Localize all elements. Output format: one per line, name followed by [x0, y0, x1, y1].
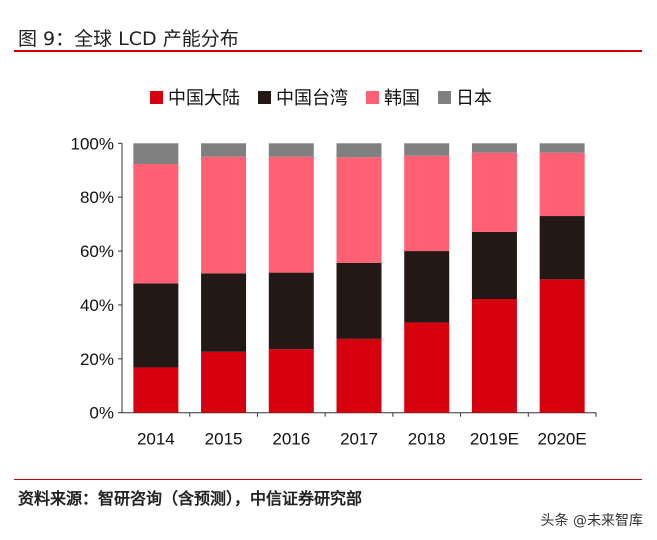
bar-segment: [268, 272, 314, 350]
x-tick-label: 2017: [340, 430, 378, 449]
bar-segment: [471, 299, 517, 413]
bar-segment: [404, 143, 450, 156]
legend-item: 中国大陆: [150, 84, 240, 110]
bar-segment: [336, 157, 382, 263]
bar-segment: [404, 155, 450, 252]
figure-title: 图 9：全球 LCD 产能分布: [18, 28, 239, 50]
x-tick-label: 2016: [272, 430, 310, 449]
legend-swatch: [438, 90, 451, 104]
bar-segment: [539, 216, 585, 280]
bar-segment: [133, 164, 179, 284]
y-tick-label: 80%: [80, 188, 114, 207]
x-tick-label: 2015: [205, 430, 243, 449]
bar-segment: [133, 143, 179, 165]
x-tick-label: 2014: [137, 430, 175, 449]
legend: 中国大陆 中国台湾 韩国 日本: [150, 84, 492, 110]
bar-segment: [336, 338, 382, 413]
legend-item: 中国台湾: [258, 84, 348, 110]
stacked-bar-chart: 0% 20% 40% 60% 80% 100% 2014 2015 2016 2017 2018 20…: [71, 134, 597, 449]
bar-segment: [471, 143, 517, 153]
bar-segment: [539, 279, 585, 413]
bar-segment: [404, 322, 450, 413]
x-tick-label: 2018: [408, 430, 446, 449]
bar-segment: [539, 152, 585, 217]
legend-swatch: [366, 90, 379, 104]
legend-item: 日本: [438, 84, 492, 110]
legend-label: 韩国: [384, 88, 420, 109]
bar-segment: [133, 367, 179, 413]
bar-segment: [471, 152, 517, 232]
y-tick-label: 40%: [80, 296, 114, 315]
watermark: 头条 @未来智库: [540, 513, 643, 529]
bar-segment: [133, 283, 179, 368]
legend-label: 中国大陆: [168, 88, 240, 109]
x-tick-label: 2019E: [470, 430, 519, 449]
legend-swatch: [258, 90, 271, 104]
bar-segment: [404, 251, 450, 323]
bar-segment: [268, 156, 314, 273]
bar-segment: [471, 231, 517, 300]
legend-item: 韩国: [366, 84, 420, 110]
bar-segment: [201, 351, 247, 413]
title-rule: [14, 50, 642, 52]
bar-segment: [268, 349, 314, 413]
bar-segment: [336, 143, 382, 158]
bar-segment: [201, 156, 247, 274]
bar-segment: [539, 143, 585, 153]
bar-segment: [201, 273, 247, 352]
source-rule: [14, 479, 642, 480]
y-tick-label: 0%: [89, 404, 114, 423]
legend-label: 日本: [456, 88, 492, 109]
bar-segment: [268, 143, 314, 157]
y-tick-label: 60%: [80, 242, 114, 261]
bar-segment: [201, 143, 247, 157]
source-note: 资料来源：智研咨询（含预测），中信证券研究部: [18, 489, 363, 508]
y-tick-label: 20%: [80, 350, 114, 369]
x-tick-label: 2020E: [538, 430, 587, 449]
bar-segment: [336, 262, 382, 339]
legend-swatch: [150, 90, 163, 104]
legend-label: 中国台湾: [276, 88, 348, 109]
y-tick-label: 100%: [71, 134, 114, 153]
